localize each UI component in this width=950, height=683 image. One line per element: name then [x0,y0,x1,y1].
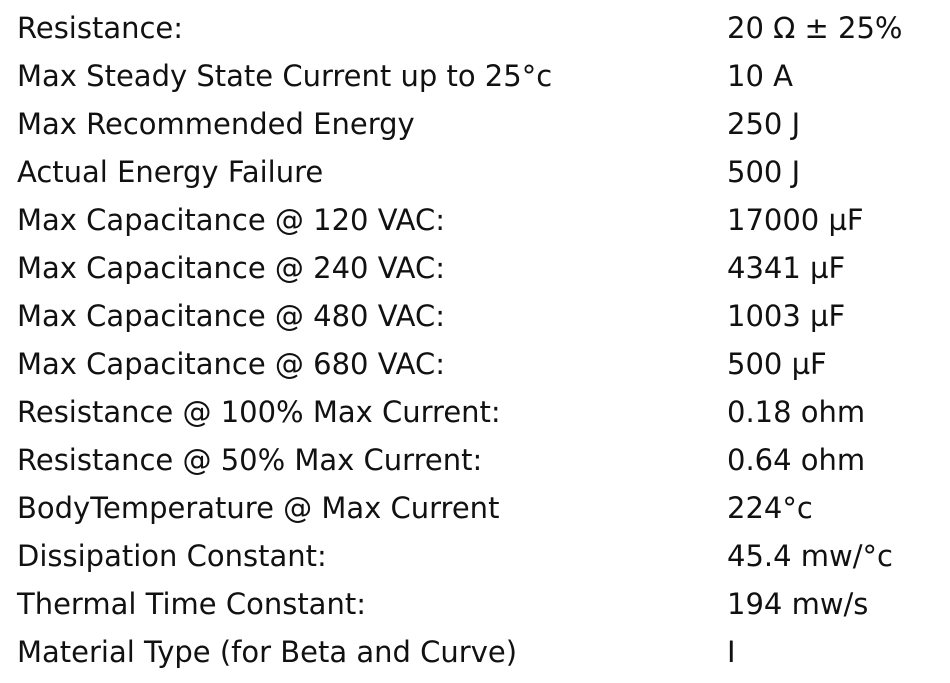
spec-value: 17000 µF [727,203,864,237]
spec-value: I [727,635,736,669]
spec-row: BodyTemperature @ Max Current 224°c [0,484,950,532]
spec-row: Max Recommended Energy 250 J [0,100,950,148]
spec-label: Max Capacitance @ 480 VAC: [17,299,446,333]
spec-label: Actual Energy Failure [17,155,324,189]
spec-value: 500 µF [727,347,827,381]
spec-label: Max Capacitance @ 240 VAC: [17,251,446,285]
spec-value: 224°c [727,491,813,525]
spec-label: Resistance @ 100% Max Current: [17,395,501,429]
spec-value: 500 J [727,155,801,189]
spec-value: 194 mw/s [727,587,869,621]
spec-row: Max Capacitance @ 680 VAC: 500 µF [0,340,950,388]
spec-label: Max Steady State Current up to 25°c [17,59,553,93]
spec-label: Thermal Time Constant: [17,587,366,621]
spec-value: 4341 µF [727,251,846,285]
spec-row: Material Type (for Beta and Curve) I [0,628,950,676]
spec-label: Max Recommended Energy [17,107,415,141]
spec-label: Resistance @ 50% Max Current: [17,443,483,477]
spec-label: Resistance: [17,11,184,45]
spec-row: Resistance: 20 Ω ± 25% [0,4,950,52]
spec-value: 250 J [727,107,801,141]
spec-row: Dissipation Constant: 45.4 mw/°c [0,532,950,580]
spec-value: 45.4 mw/°c [727,539,893,573]
spec-label: BodyTemperature @ Max Current [17,491,500,525]
spec-row: Actual Energy Failure 500 J [0,148,950,196]
spec-value: 20 Ω ± 25% [727,11,903,45]
spec-row: Max Capacitance @ 240 VAC: 4341 µF [0,244,950,292]
spec-row: Max Capacitance @ 120 VAC: 17000 µF [0,196,950,244]
spec-value: 0.64 ohm [727,443,866,477]
spec-row: Max Steady State Current up to 25°c 10 A [0,52,950,100]
spec-row: Resistance @ 50% Max Current: 0.64 ohm [0,436,950,484]
spec-row: Max Capacitance @ 480 VAC: 1003 µF [0,292,950,340]
spec-label: Max Capacitance @ 120 VAC: [17,203,446,237]
spec-value: 10 A [727,59,793,93]
spec-row: Thermal Time Constant: 194 mw/s [0,580,950,628]
spec-value: 1003 µF [727,299,846,333]
spec-row: Resistance @ 100% Max Current: 0.18 ohm [0,388,950,436]
spec-value: 0.18 ohm [727,395,866,429]
spec-label: Dissipation Constant: [17,539,327,573]
spec-label: Max Capacitance @ 680 VAC: [17,347,446,381]
spec-label: Material Type (for Beta and Curve) [17,635,518,669]
